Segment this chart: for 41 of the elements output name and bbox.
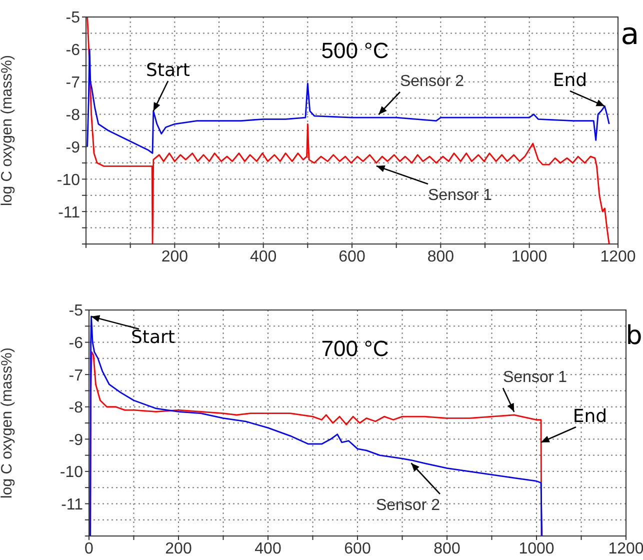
y-axis-title: log C oxygen (mass%) bbox=[0, 348, 16, 498]
annotation: 500 °C bbox=[321, 38, 389, 63]
x-tick-label: 800 bbox=[427, 248, 454, 266]
x-tick-label: 600 bbox=[344, 540, 371, 558]
x-tick-label: 200 bbox=[165, 540, 192, 558]
annotation: b bbox=[626, 321, 642, 351]
y-tick-label: -6 bbox=[66, 42, 80, 60]
x-tick-label: 400 bbox=[250, 248, 277, 266]
x-tick-label: 1200 bbox=[608, 540, 643, 558]
y-tick-label: -5 bbox=[66, 10, 80, 27]
annotation: End bbox=[572, 406, 608, 427]
series-label: Sensor 2 bbox=[400, 73, 464, 90]
y-tick-label: -9 bbox=[68, 432, 84, 449]
series-label: Sensor 2 bbox=[376, 497, 440, 514]
series-label: Sensor 1 bbox=[502, 369, 568, 386]
y-tick-label: -9 bbox=[66, 139, 80, 156]
annotation: Start bbox=[146, 60, 190, 81]
y-tick-label: -7 bbox=[68, 367, 84, 384]
x-tick-label: 400 bbox=[254, 540, 282, 558]
y-tick-label: -8 bbox=[68, 400, 84, 417]
annotation: Start bbox=[131, 327, 175, 348]
text: a bbox=[620, 17, 640, 52]
x-tick-label: 1000 bbox=[518, 540, 554, 558]
y-tick-label: -7 bbox=[66, 74, 80, 92]
y-tick-label: -11 bbox=[58, 204, 80, 222]
x-tick-label: 600 bbox=[338, 248, 366, 266]
y-tick-label: -10 bbox=[56, 172, 80, 189]
y-tick-label: -8 bbox=[66, 106, 80, 124]
annotation: 700 °C bbox=[321, 336, 389, 361]
annotation: End bbox=[552, 70, 588, 91]
y-tick-label: -6 bbox=[68, 334, 84, 352]
y-tick-label: -11 bbox=[61, 496, 84, 514]
series-label: Sensor 1 bbox=[428, 187, 492, 204]
x-tick-label: 800 bbox=[434, 540, 460, 558]
y-tick-label: -10 bbox=[60, 464, 84, 482]
y-tick-label: -5 bbox=[68, 302, 84, 320]
x-tick-label: 1000 bbox=[512, 248, 548, 266]
y-axis-title: log C oxygen (mass%) bbox=[0, 55, 16, 206]
x-tick-label: 0 bbox=[84, 540, 94, 558]
x-tick-label: 200 bbox=[161, 248, 188, 266]
x-tick-label: 1200 bbox=[600, 248, 636, 266]
